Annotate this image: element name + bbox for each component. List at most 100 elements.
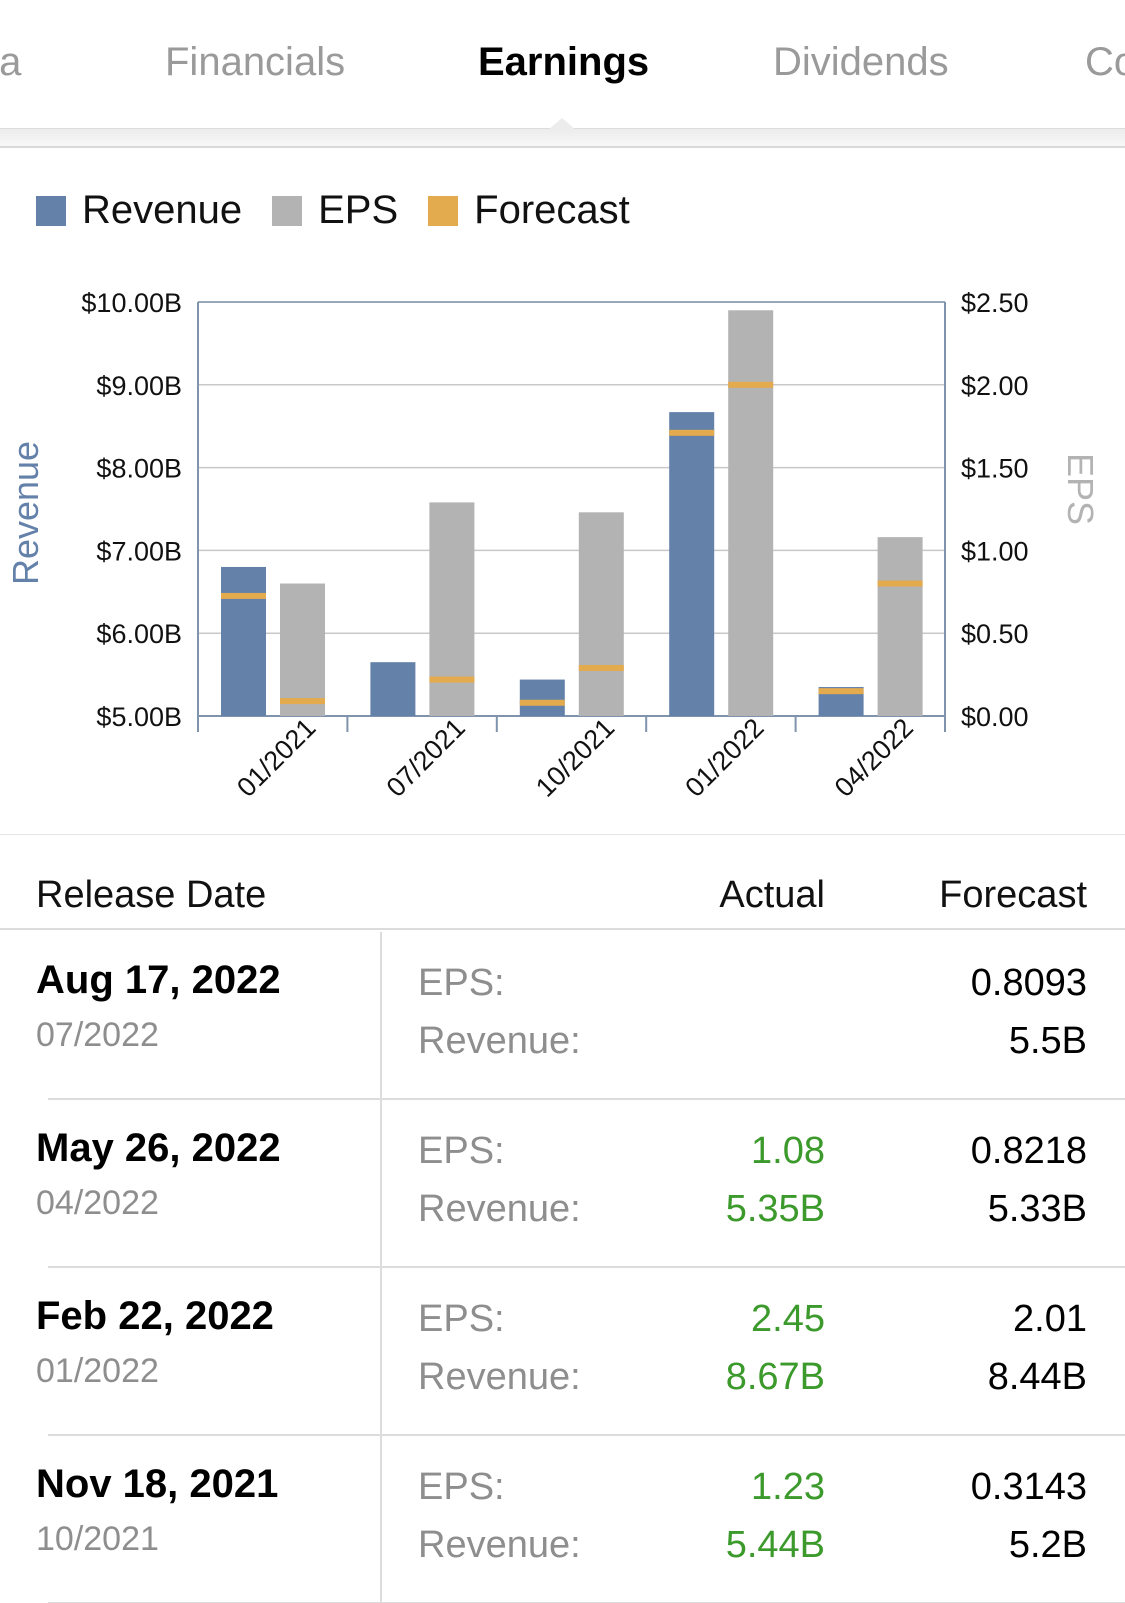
y-tick-label-left: $5.00B: [96, 702, 182, 732]
revenue-swatch: [36, 195, 66, 226]
legend-label-forecast: Forecast: [474, 188, 630, 232]
row-separator: [48, 1266, 1125, 1268]
eps-forecast: 0.3143: [970, 1466, 1087, 1508]
eps-forecast: 0.8093: [970, 962, 1087, 1004]
revenue-bar: [519, 679, 565, 716]
eps-bar: [578, 512, 624, 716]
tab-bar: ta Financials Earnings Dividends Co: [0, 0, 1125, 148]
revenue-forecast-marker: [221, 592, 266, 599]
x-tick-label: 07/2021: [381, 713, 471, 803]
fiscal-period: 01/2022: [36, 1352, 159, 1390]
x-tick-label: 04/2022: [829, 713, 919, 803]
column-divider: [380, 1436, 382, 1603]
tab-dividends[interactable]: Dividends: [773, 40, 949, 84]
revenue-forecast: 5.5B: [1008, 1020, 1087, 1062]
tab-company[interactable]: Co: [1085, 40, 1125, 84]
eps-label: EPS:: [418, 1466, 505, 1508]
eps-forecast-marker: [728, 381, 774, 388]
tab-data[interactable]: ta: [0, 40, 22, 84]
legend-label-eps: EPS: [318, 188, 399, 232]
earnings-chart: $5.00B $0.00 $6.00B $0.50 $7.00B $1.00 $8.00B $…: [5, 288, 1101, 803]
row-separator: [48, 1098, 1125, 1100]
eps-forecast-marker: [429, 676, 475, 683]
eps-bar: [877, 537, 923, 716]
revenue-forecast-marker: [818, 688, 864, 695]
eps-label: EPS:: [418, 1130, 505, 1172]
y-axis-title-right: EPS: [1060, 453, 1101, 525]
x-tick-label: 01/2021: [231, 713, 321, 803]
tab-earnings[interactable]: Earnings: [478, 40, 650, 84]
eps-label: EPS:: [418, 962, 505, 1004]
legend-item-forecast: Forecast: [428, 188, 630, 233]
y-tick-label-left: $9.00B: [96, 371, 182, 401]
y-tick-label-right: $2.50: [961, 288, 1029, 318]
y-tick-label-right: $2.00: [961, 371, 1029, 401]
fiscal-period: 04/2022: [36, 1184, 159, 1222]
eps-swatch: [272, 195, 303, 226]
revenue-forecast-marker: [519, 699, 565, 706]
y-axis-title-left: Revenue: [5, 441, 46, 585]
table-header: Release Date Actual Forecast: [0, 846, 1125, 930]
eps-forecast-marker: [578, 664, 624, 671]
revenue-forecast-marker: [669, 429, 715, 436]
tab-financials[interactable]: Financials: [165, 40, 346, 84]
revenue-bar: [221, 566, 266, 716]
x-tick-label: 10/2021: [530, 713, 620, 803]
table-row[interactable]: Nov 18, 2021 10/2021 EPS: Revenue: 1.23 …: [0, 1436, 1125, 1603]
legend-label-revenue: Revenue: [82, 188, 243, 232]
release-date: Nov 18, 2021: [36, 1462, 279, 1506]
y-tick-label-left: $8.00B: [96, 454, 182, 484]
row-separator: [48, 1434, 1125, 1436]
table-row[interactable]: May 26, 2022 04/2022 EPS: Revenue: 1.08 …: [0, 1100, 1125, 1268]
release-date: Aug 17, 2022: [36, 958, 281, 1002]
revenue-forecast: 5.2B: [1008, 1524, 1087, 1566]
eps-actual: 2.45: [751, 1298, 825, 1340]
revenue-forecast: 8.44B: [987, 1356, 1087, 1398]
revenue-forecast: 5.33B: [987, 1188, 1087, 1230]
y-tick-label-right: $1.00: [961, 536, 1029, 566]
tab-bar-shadow: [0, 128, 1125, 146]
column-divider: [380, 1100, 382, 1268]
legend-item-revenue: Revenue: [36, 188, 242, 233]
y-tick-label-right: $1.50: [961, 454, 1029, 484]
eps-forecast: 2.01: [1013, 1298, 1087, 1340]
column-divider: [380, 932, 382, 1100]
eps-actual: 1.08: [751, 1130, 825, 1172]
eps-forecast-marker: [877, 580, 923, 587]
chart-divider: [0, 834, 1125, 835]
revenue-bar: [669, 412, 715, 716]
eps-actual: 1.23: [751, 1466, 825, 1508]
table-row[interactable]: Aug 17, 2022 07/2022 EPS: Revenue: 0.809…: [0, 932, 1125, 1100]
column-divider: [380, 1268, 382, 1436]
header-release-date: Release Date: [36, 874, 267, 916]
release-date: May 26, 2022: [36, 1126, 281, 1170]
y-tick-label-left: $6.00B: [96, 619, 182, 649]
revenue-actual: 8.67B: [725, 1356, 825, 1398]
y-tick-label-right: $0.50: [961, 619, 1029, 649]
revenue-label: Revenue:: [418, 1188, 581, 1230]
active-tab-indicator: [548, 118, 576, 130]
y-tick-label-left: $7.00B: [96, 536, 182, 566]
revenue-label: Revenue:: [418, 1020, 581, 1062]
chart-legend: Revenue EPS Forecast: [36, 188, 660, 233]
table-row[interactable]: Feb 22, 2022 01/2022 EPS: Revenue: 2.45 …: [0, 1268, 1125, 1436]
header-actual: Actual: [719, 874, 825, 916]
eps-bar: [728, 310, 774, 716]
revenue-label: Revenue:: [418, 1356, 581, 1398]
revenue-actual: 5.44B: [725, 1524, 825, 1566]
y-tick-label-left: $10.00B: [81, 288, 182, 318]
eps-bar: [429, 502, 475, 716]
forecast-swatch: [428, 195, 459, 226]
eps-forecast: 0.8218: [970, 1130, 1087, 1172]
eps-label: EPS:: [418, 1298, 505, 1340]
y-tick-label-right: $0.00: [961, 702, 1029, 732]
eps-bar: [280, 583, 325, 716]
eps-forecast-marker: [280, 698, 325, 705]
fiscal-period: 07/2022: [36, 1016, 159, 1054]
revenue-bar: [370, 662, 416, 716]
legend-item-eps: EPS: [272, 188, 398, 233]
fiscal-period: 10/2021: [36, 1520, 159, 1558]
revenue-actual: 5.35B: [725, 1188, 825, 1230]
revenue-label: Revenue:: [418, 1524, 581, 1566]
release-date: Feb 22, 2022: [36, 1294, 274, 1338]
